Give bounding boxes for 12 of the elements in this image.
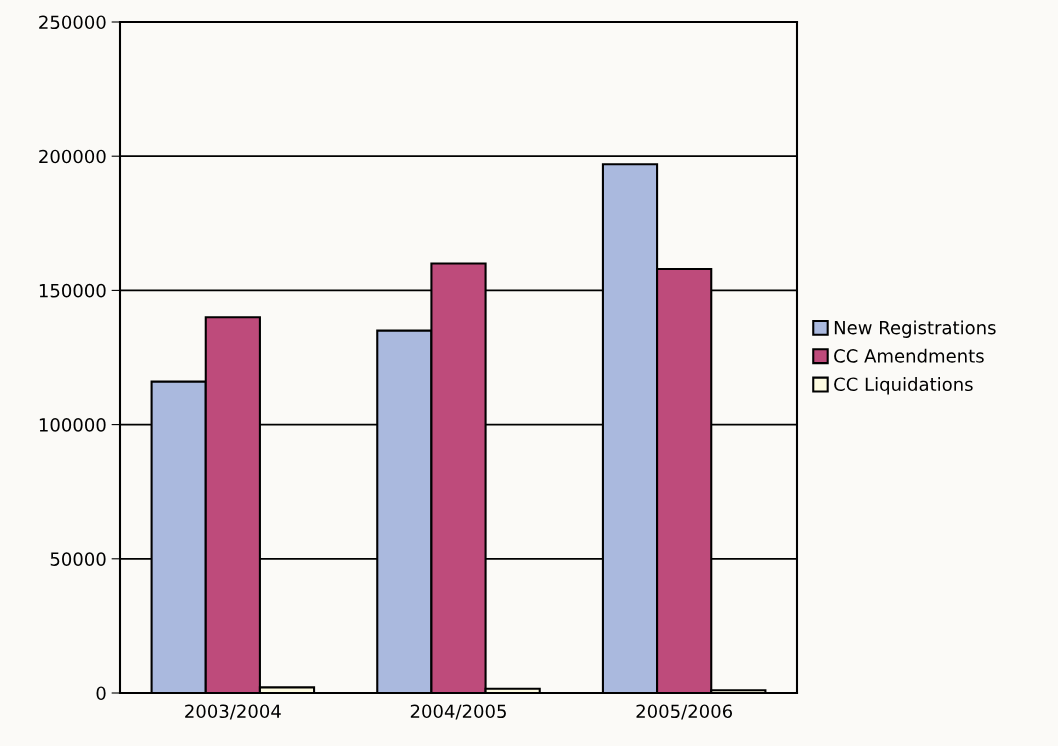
x-tick-label: 2003/2004 [185,704,281,720]
legend-label: CC Liquidations [834,377,973,395]
legend-label: New Registrations [834,320,996,338]
x-tick-label: 2004/2005 [410,704,506,720]
y-tick-label: 150000 [39,283,106,298]
y-tick-label: 0 [96,686,106,701]
y-tick-label: 100000 [39,418,106,432]
legend-label: CC Amendments [834,348,984,363]
x-tick-label: 2005/2006 [636,704,733,720]
y-tick-label: 50000 [50,552,106,566]
y-tick-label: 200000 [39,149,106,164]
y-tick-label: 250000 [39,15,106,30]
